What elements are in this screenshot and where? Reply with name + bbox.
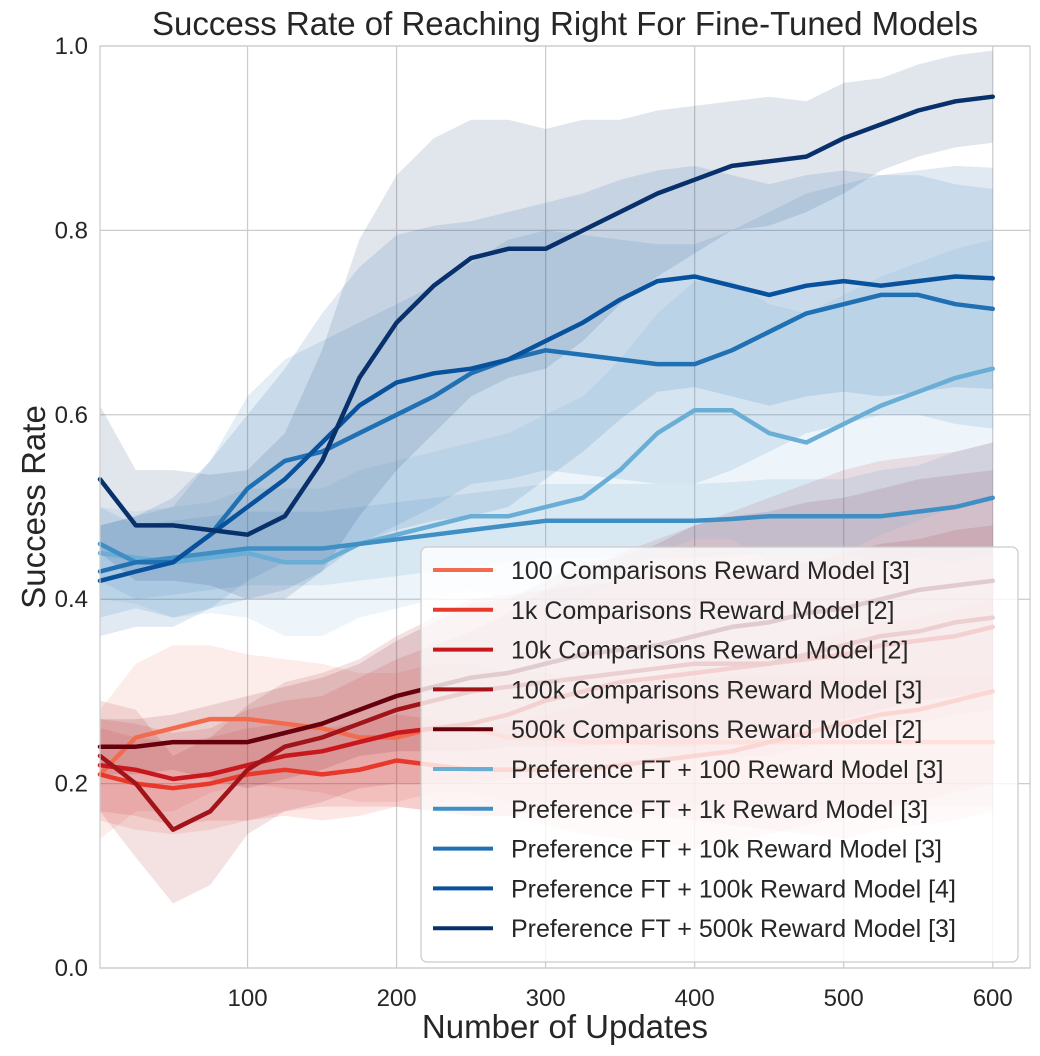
legend-item-label: 10k Comparisons Reward Model [2] [511,637,908,665]
chart-title: Success Rate of Reaching Right For Fine-… [152,5,978,42]
x-tick-label: 300 [526,985,566,1012]
line-series-7 [97,495,995,565]
y-tick-label: 1.0 [55,33,88,60]
legend: 100 Comparisons Reward Model [3] 1k Compa… [420,546,1019,963]
x-tick-label: 400 [675,985,715,1012]
line-series-10 [97,94,995,537]
y-tick-label: 0.4 [55,586,88,613]
legend-box [420,546,1019,963]
y-tick-label: 0.8 [55,217,88,244]
legend-item-label: 1k Comparisons Reward Model [2] [511,597,895,625]
y-tick-label: 0.2 [55,771,88,798]
legend-item-label: Preference FT + 10k Reward Model [3] [511,836,942,864]
legend-item-label: Preference FT + 100 Reward Model [3] [511,756,943,784]
y-tick-label: 0.0 [55,955,88,982]
y-axis-label: Success Rate [15,405,52,609]
band-series-8 [100,175,993,618]
y-tick-label: 0.6 [55,402,88,429]
line-series-8 [97,292,995,574]
x-axis-label: Number of Updates [422,1008,708,1045]
x-tick-label: 500 [824,985,864,1012]
x-tick-label: 600 [973,985,1013,1012]
legend-item-label: Preference FT + 100k Reward Model [4] [511,875,956,903]
x-tick-label: 200 [377,985,417,1012]
x-tick-label: 100 [228,985,268,1012]
band-series-6 [100,239,993,637]
legend-item-label: 100 Comparisons Reward Model [3] [511,557,910,585]
line-series-6 [97,366,995,565]
plot-frame [99,45,1031,969]
legend-item-label: 100k Comparisons Reward Model [3] [511,676,922,704]
legend-item-label: Preference FT + 500k Reward Model [3] [511,915,956,943]
line-series-9 [97,274,995,584]
legend-item-label: 500k Comparisons Reward Model [2] [511,716,922,744]
band-series-9 [100,165,993,637]
y-tick-labels: 0.0 0.2 0.4 0.6 0.8 1.0 [55,33,88,982]
legend-item-label: Preference FT + 1k Reward Model [3] [511,796,928,824]
x-tick-labels: 100 200 300 400 500 600 [228,985,1013,1012]
